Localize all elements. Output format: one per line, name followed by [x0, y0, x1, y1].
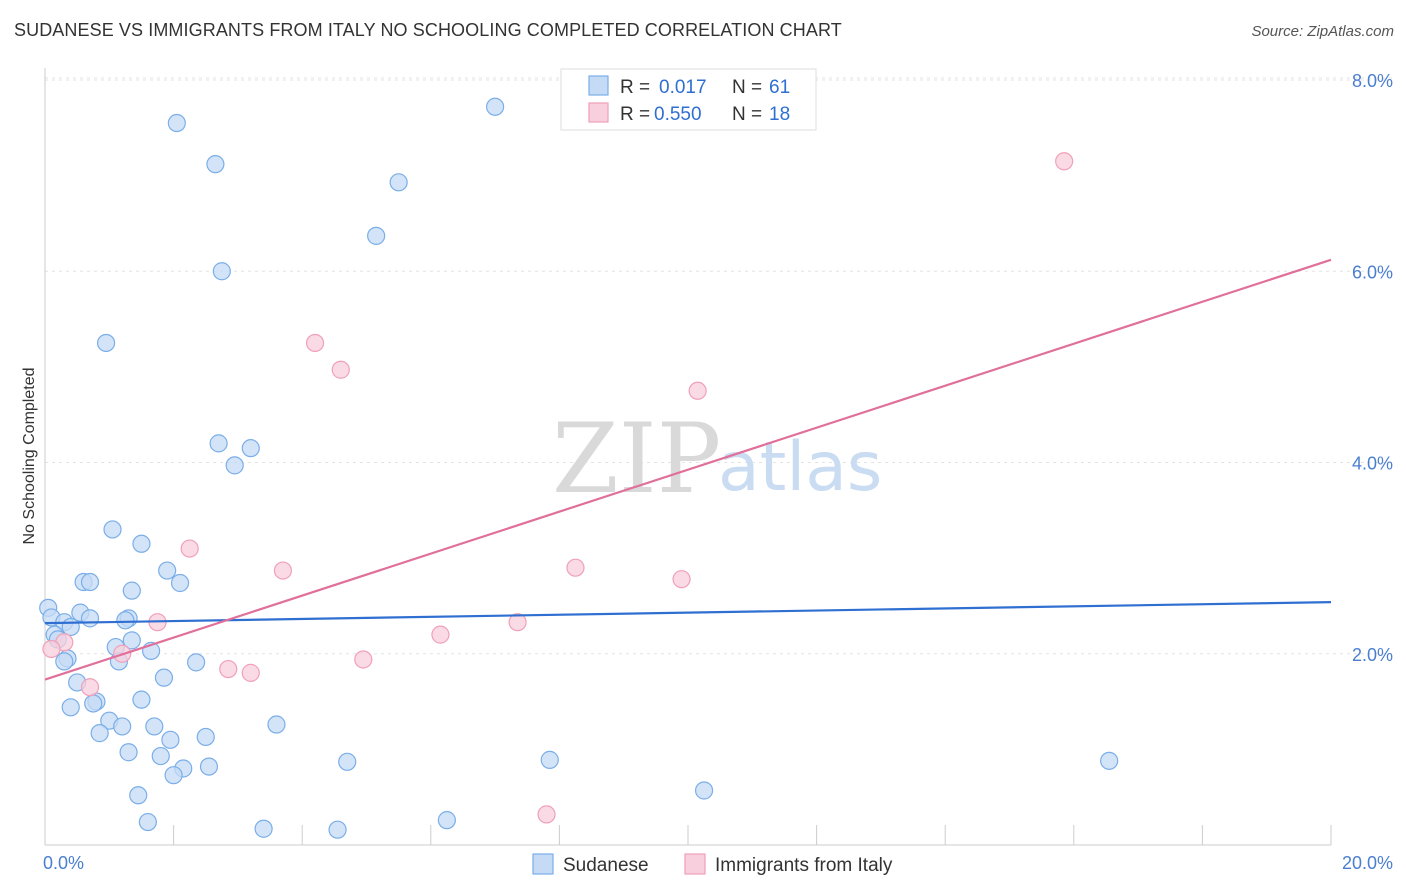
point-sudanese	[212, 262, 231, 281]
series-legend: Sudanese Immigrants from Italy	[532, 853, 893, 876]
point-sudanese	[389, 173, 408, 192]
point-sudanese	[161, 730, 180, 749]
legend-r-value-1: 0.550	[654, 104, 702, 125]
point-sudanese	[437, 811, 456, 830]
point-sudanese	[61, 617, 80, 637]
point-sudanese	[129, 786, 148, 805]
point-sudanese	[187, 653, 206, 672]
point-sudanese	[486, 97, 505, 116]
point-sudanese	[254, 819, 273, 838]
legend-n-value-1: 18	[769, 104, 790, 125]
point-sudanese	[116, 611, 135, 630]
point-sudanese	[338, 752, 357, 771]
y-tick-labels: 2.0% 4.0% 6.0% 8.0%	[1352, 71, 1393, 665]
point-sudanese	[55, 652, 74, 671]
x-tick-label-min: 0.0%	[43, 853, 84, 873]
legend-swatch-sudanese	[588, 75, 609, 96]
trend-line-italy	[44, 258, 1332, 681]
watermark-atlas: atlas	[718, 428, 882, 507]
gridlines	[45, 77, 1392, 655]
y-tick-label: 8.0%	[1352, 71, 1393, 91]
point-sudanese	[196, 727, 215, 747]
point-italy	[42, 639, 61, 659]
point-sudanese	[225, 456, 244, 475]
point-italy	[273, 561, 293, 580]
legend-n-label-0: N =	[732, 77, 762, 98]
point-sudanese	[328, 820, 347, 839]
series-legend-swatch-sudanese	[532, 853, 554, 875]
point-sudanese	[103, 520, 122, 539]
y-tick-label: 6.0%	[1352, 262, 1393, 282]
legend-r-label-0: R =	[620, 77, 650, 98]
legend-r-label-1: R =	[620, 104, 650, 125]
point-sudanese	[122, 581, 141, 600]
point-sudanese	[164, 766, 183, 785]
axes	[44, 68, 1332, 846]
chart-title: SUDANESE VS IMMIGRANTS FROM ITALY NO SCH…	[14, 20, 842, 40]
point-sudanese	[138, 812, 157, 832]
point-sudanese	[540, 750, 559, 769]
data-points	[39, 97, 1119, 839]
legend-n-label-1: N =	[732, 104, 762, 125]
legend: R = 0.017 N = 61 R = 0.550 N = 18	[560, 68, 817, 131]
point-sudanese	[199, 757, 219, 776]
point-sudanese	[84, 694, 103, 713]
point-italy	[431, 625, 450, 644]
point-sudanese	[241, 439, 260, 458]
x-tick-label-max: 20.0%	[1342, 853, 1393, 873]
point-sudanese	[1100, 751, 1119, 770]
trend-line-sudanese	[44, 601, 1332, 625]
legend-swatch-italy	[588, 102, 609, 123]
point-italy	[331, 360, 350, 379]
point-sudanese	[113, 717, 132, 736]
point-sudanese	[209, 434, 228, 453]
point-sudanese	[132, 690, 151, 709]
point-sudanese	[119, 743, 138, 762]
point-sudanese	[167, 113, 186, 133]
point-sudanese	[267, 715, 286, 734]
point-sudanese	[151, 746, 170, 766]
point-sudanese	[96, 333, 116, 353]
series-legend-label-sudanese: Sudanese	[563, 855, 649, 876]
series-legend-label-italy: Immigrants from Italy	[715, 855, 893, 876]
point-sudanese	[367, 226, 386, 245]
point-italy	[688, 381, 707, 400]
point-sudanese	[154, 668, 174, 687]
point-italy	[354, 650, 373, 669]
legend-n-value-0: 61	[769, 77, 790, 98]
y-axis-label: No Schooling Completed	[21, 368, 38, 545]
legend-r-value-0: 0.017	[659, 77, 707, 98]
point-italy	[241, 663, 260, 682]
watermark-zip: ZIP	[552, 403, 721, 515]
point-sudanese	[694, 781, 714, 800]
point-italy	[566, 558, 585, 577]
point-sudanese	[132, 534, 151, 553]
point-italy	[80, 678, 100, 697]
point-sudanese	[80, 572, 100, 592]
point-italy	[537, 805, 556, 824]
point-sudanese	[80, 609, 100, 628]
series-legend-swatch-italy	[684, 853, 706, 875]
point-sudanese	[61, 698, 80, 717]
trend-lines	[44, 258, 1332, 681]
point-italy	[219, 659, 238, 679]
point-sudanese	[158, 561, 177, 580]
point-italy	[180, 539, 199, 558]
point-italy	[672, 570, 691, 589]
y-tick-label: 2.0%	[1352, 645, 1393, 665]
point-italy	[508, 613, 527, 632]
point-italy	[305, 333, 325, 353]
point-sudanese	[145, 717, 164, 736]
point-italy	[1055, 152, 1074, 171]
point-sudanese	[90, 724, 109, 743]
point-sudanese	[206, 155, 225, 174]
chart-source: Source: ZipAtlas.com	[1251, 23, 1394, 40]
point-sudanese	[122, 631, 141, 650]
point-sudanese	[170, 573, 190, 593]
y-tick-label: 4.0%	[1352, 454, 1393, 474]
